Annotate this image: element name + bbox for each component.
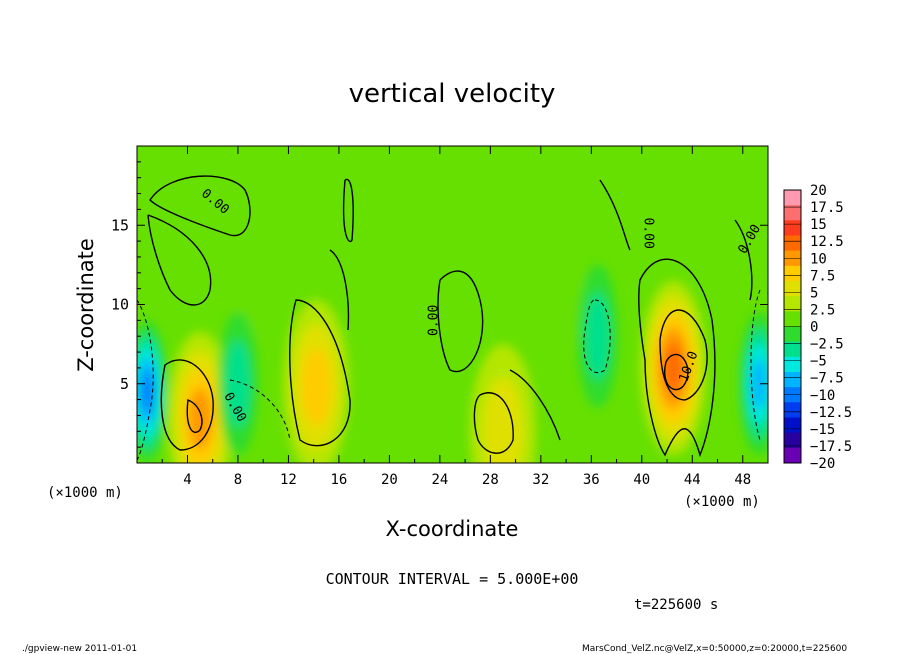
colorbar-label: −12.5 — [810, 405, 852, 421]
y-axis: 5 10 15 — [111, 161, 768, 448]
contour-lines — [137, 175, 761, 461]
y-tick-label: 5 — [120, 375, 129, 393]
downdraft-level — [752, 358, 767, 409]
colorbar-swatch — [784, 402, 801, 418]
colorbar-label: 20 — [810, 183, 827, 199]
x-tick-label: 28 — [482, 472, 499, 488]
colorbar-swatch — [784, 235, 801, 252]
contour-line-negative — [750, 289, 761, 441]
x-unit-label: (×1000 m) — [684, 494, 760, 510]
velocity-field — [137, 146, 768, 463]
x-axis: 4 8 12 16 20 24 28 32 36 40 44 48 — [161, 146, 751, 488]
contour-line — [342, 178, 354, 243]
colorbar-swatch — [784, 205, 801, 221]
updraft-level — [482, 377, 524, 463]
colorbar-label: 15 — [810, 217, 827, 233]
colorbar-swatch — [784, 372, 801, 388]
contour-line — [659, 309, 708, 401]
y-axis-label: Z-coordinate — [74, 238, 98, 372]
contour-line — [147, 214, 212, 306]
x-tick-label: 44 — [684, 472, 701, 488]
colorbar-label: −15 — [810, 422, 835, 438]
colorbar-swatch — [784, 417, 801, 434]
colorbar-swatch — [784, 356, 801, 373]
contour-line — [734, 219, 753, 301]
updraft-level — [188, 388, 212, 449]
contour-line-negative — [583, 299, 611, 373]
contour-line — [437, 270, 484, 373]
contour-line — [149, 175, 251, 237]
footer-left: ./gpview-new 2011-01-01 — [22, 644, 137, 654]
x-tick-label: 36 — [583, 472, 600, 488]
contour-line — [160, 359, 214, 451]
contour-label: 0.00 — [640, 218, 655, 249]
x-tick-label: 40 — [633, 472, 650, 488]
colorbar-label: 5 — [810, 285, 818, 301]
colorbar-swatch — [784, 265, 801, 282]
colorbar-swatch — [784, 281, 801, 297]
x-tick-label: 12 — [280, 472, 297, 488]
time-stamp: t=225600 s — [634, 597, 718, 613]
y-tick-label: 10 — [111, 296, 129, 314]
colorbar-swatch — [784, 432, 801, 449]
contour-interval-note: CONTOUR INTERVAL = 5.000E+00 — [326, 570, 579, 588]
contour-line — [186, 398, 203, 433]
colorbar-label: 2.5 — [810, 302, 835, 318]
field-patch — [402, 177, 529, 273]
colorbar-label: −7.5 — [810, 371, 844, 387]
y-unit-label: (×1000 m) — [47, 485, 123, 501]
x-tick-label: 48 — [734, 472, 751, 488]
colorbar-swatch — [784, 326, 801, 343]
x-tick-label: 32 — [532, 472, 549, 488]
contour-line — [289, 299, 351, 447]
colorbar-label: −10 — [810, 388, 835, 404]
contour-line — [509, 369, 561, 441]
colorbar-label: 12.5 — [810, 234, 844, 250]
colorbar-swatch — [784, 341, 801, 358]
colorbar-label: −2.5 — [810, 337, 844, 353]
field-patch — [515, 256, 592, 353]
contour-line — [473, 392, 514, 454]
x-axis-label: X-coordinate — [386, 517, 519, 541]
x-tick-label: 16 — [330, 472, 347, 488]
colorbar-label: 17.5 — [810, 200, 844, 216]
field-patch — [313, 161, 415, 226]
contour-label: 0.00 — [426, 305, 441, 336]
colorbar-swatch — [784, 220, 801, 236]
x-tick-label: 4 — [183, 472, 191, 488]
colorbar-swatch — [784, 296, 801, 312]
chart-title: vertical velocity — [349, 79, 556, 109]
colorbar-label: 10 — [810, 251, 827, 267]
field-patch — [679, 193, 756, 289]
downdraft-level — [585, 292, 611, 381]
x-tick-label: 24 — [431, 472, 448, 488]
y-tick-label: 15 — [111, 216, 129, 234]
x-tick-label: 8 — [234, 472, 242, 488]
x-tick-label: 20 — [381, 472, 398, 488]
colorbar-swatch — [784, 190, 801, 206]
downdraft-level — [225, 339, 251, 428]
contour-line — [329, 249, 350, 331]
colorbar-label: −17.5 — [810, 439, 852, 455]
contour-line-negative — [229, 379, 291, 441]
colorbar-label: 7.5 — [810, 268, 835, 284]
updraft-level — [301, 348, 331, 426]
contour-line-negative — [137, 299, 154, 461]
contour-line — [638, 258, 716, 458]
contour-line — [663, 353, 689, 391]
colorbar-swatch — [784, 311, 801, 327]
colorbar-swatch — [784, 447, 801, 464]
contour-line — [599, 179, 631, 251]
field-patch — [376, 272, 453, 400]
field-blobs — [137, 161, 768, 463]
downdraft-level — [141, 371, 153, 413]
colorbar-label: 0 — [810, 320, 818, 336]
colorbar-label: −5 — [810, 354, 827, 370]
footer-right: MarsCond_VelZ.nc@VelZ,x=0:50000,z=0:2000… — [582, 644, 847, 654]
field-patch — [225, 209, 302, 337]
colorbar-label: −20 — [810, 456, 835, 472]
